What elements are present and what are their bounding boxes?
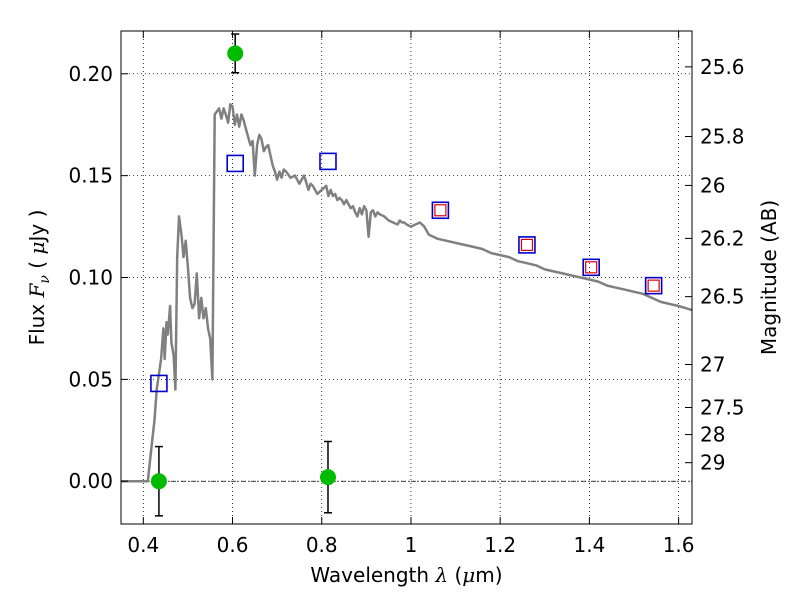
model-photometry-inner-square xyxy=(434,204,447,217)
model-photometry-square xyxy=(518,236,536,254)
model-photometry-square xyxy=(226,154,244,173)
model-photometry-inner-square xyxy=(647,279,660,292)
model-spectrum-line xyxy=(121,103,693,483)
x-tick-label: 1.2 xyxy=(484,533,516,557)
right-tick-label: 28 xyxy=(700,423,725,447)
model-photometry-square xyxy=(582,258,600,277)
axis-ticks: 0.4 0.6 0.8 1 1.2 1.4 1.6 0.00 0.05 0.10 0.15 0.20 2… xyxy=(68,31,745,557)
model-photometry-square xyxy=(319,152,337,171)
plot-frame xyxy=(120,30,693,525)
y-tick-label: 0.20 xyxy=(68,62,113,86)
observed-point xyxy=(319,469,336,486)
data-markers xyxy=(150,33,663,517)
y-tick-label: 0.00 xyxy=(68,469,113,493)
y-tick-label: 0.05 xyxy=(68,367,113,391)
right-tick-label: 26 xyxy=(700,173,725,197)
y-axis-label: Flux Fν ( μJy ) xyxy=(25,210,53,346)
model-photometry-inner-square xyxy=(585,261,598,274)
right-tick-label: 26.2 xyxy=(700,226,745,250)
y-tick-label: 0.15 xyxy=(68,164,113,188)
observed-point xyxy=(150,473,167,490)
right-tick-label: 25.8 xyxy=(700,125,745,149)
x-tick-label: 0.8 xyxy=(306,533,338,557)
right-tick-label: 25.6 xyxy=(700,55,745,79)
right-tick-label: 27 xyxy=(700,352,725,376)
grid-lines xyxy=(121,31,692,524)
observed-point xyxy=(227,45,244,62)
right-axis-label: Magnitude (AB) xyxy=(757,200,781,355)
model-photometry-square xyxy=(431,201,450,220)
x-tick-label: 0.4 xyxy=(127,533,159,557)
x-tick-label: 0.6 xyxy=(217,533,249,557)
right-tick-label: 29 xyxy=(700,451,725,475)
x-tick-label: 1.6 xyxy=(663,533,695,557)
right-tick-label: 27.5 xyxy=(700,395,745,419)
x-axis-label: Wavelength λ (μm) xyxy=(310,563,502,587)
x-tick-label: 1 xyxy=(405,533,418,557)
y-tick-label: 0.10 xyxy=(68,266,113,290)
model-photometry-square xyxy=(644,276,663,295)
model-photometry-inner-square xyxy=(520,238,534,252)
model-photometry-square xyxy=(150,374,168,393)
right-tick-label: 26.5 xyxy=(700,285,745,309)
x-tick-label: 1.4 xyxy=(573,533,605,557)
